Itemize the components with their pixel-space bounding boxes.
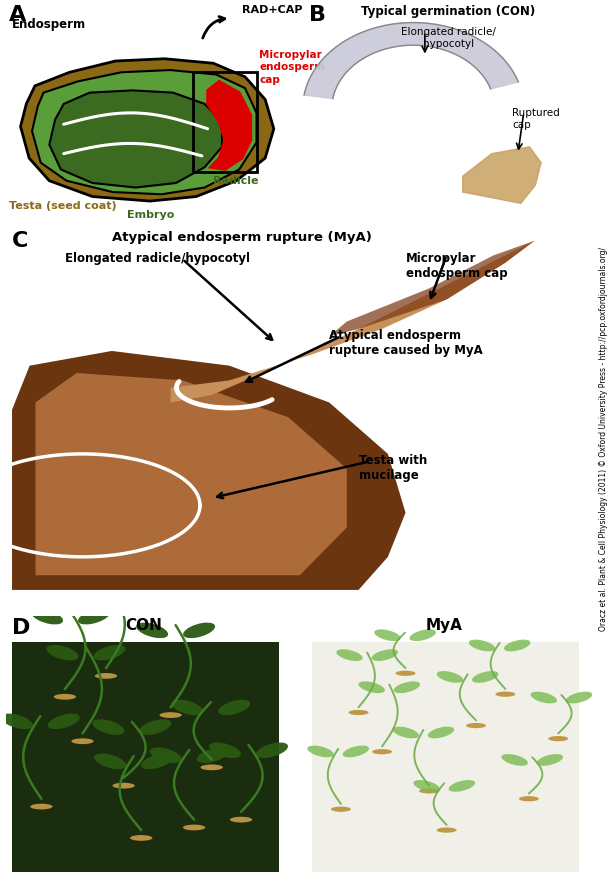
Ellipse shape <box>54 694 76 700</box>
Ellipse shape <box>256 742 288 758</box>
Text: D: D <box>12 618 30 639</box>
Ellipse shape <box>343 745 369 758</box>
Text: CON: CON <box>125 618 162 633</box>
Text: Endosperm: Endosperm <box>12 18 86 31</box>
Ellipse shape <box>78 609 110 625</box>
Ellipse shape <box>31 609 63 625</box>
Ellipse shape <box>466 723 486 728</box>
Ellipse shape <box>437 671 463 683</box>
Ellipse shape <box>47 645 79 660</box>
Polygon shape <box>32 70 256 194</box>
Ellipse shape <box>537 754 563 766</box>
Ellipse shape <box>519 797 539 801</box>
Ellipse shape <box>150 748 182 763</box>
Ellipse shape <box>419 789 439 794</box>
Ellipse shape <box>566 692 592 703</box>
Polygon shape <box>304 23 518 98</box>
Text: Elongated radicle/hypocotyl: Elongated radicle/hypocotyl <box>65 252 250 265</box>
Text: Micropylar
endosperm
cap: Micropylar endosperm cap <box>260 50 325 84</box>
Ellipse shape <box>472 671 499 683</box>
Ellipse shape <box>141 753 173 769</box>
Ellipse shape <box>413 780 440 792</box>
Ellipse shape <box>159 712 182 718</box>
Ellipse shape <box>197 748 229 763</box>
Text: Testa with
mucilage: Testa with mucilage <box>359 454 427 482</box>
Ellipse shape <box>428 727 454 738</box>
Ellipse shape <box>469 640 495 651</box>
Ellipse shape <box>130 835 153 841</box>
Ellipse shape <box>92 719 124 734</box>
Ellipse shape <box>392 727 419 738</box>
Ellipse shape <box>437 828 456 833</box>
Ellipse shape <box>172 700 204 715</box>
Ellipse shape <box>71 738 93 744</box>
Polygon shape <box>36 373 347 575</box>
Ellipse shape <box>183 825 205 830</box>
Ellipse shape <box>331 806 351 812</box>
Ellipse shape <box>94 753 126 769</box>
Ellipse shape <box>359 681 385 693</box>
Bar <box>312 641 579 872</box>
Polygon shape <box>208 82 251 169</box>
Ellipse shape <box>501 754 528 766</box>
Polygon shape <box>170 241 535 402</box>
Ellipse shape <box>209 742 241 758</box>
Text: Micropylar
endosperm cap: Micropylar endosperm cap <box>405 252 507 280</box>
Ellipse shape <box>183 623 215 638</box>
Bar <box>12 641 279 872</box>
Ellipse shape <box>113 783 135 789</box>
Ellipse shape <box>116 581 148 596</box>
Polygon shape <box>20 58 274 201</box>
Text: Elongated radicle/
hypocotyl: Elongated radicle/ hypocotyl <box>401 27 496 49</box>
Text: Testa (seed coat): Testa (seed coat) <box>9 201 117 211</box>
Text: B: B <box>309 4 325 25</box>
Ellipse shape <box>69 581 101 596</box>
Ellipse shape <box>531 692 557 703</box>
Text: Typical germination (CON): Typical germination (CON) <box>361 4 535 18</box>
Text: Ruptured
cap: Ruptured cap <box>512 108 560 130</box>
Ellipse shape <box>230 817 252 822</box>
Ellipse shape <box>410 629 436 641</box>
Text: Oracz et al. Plant & Cell Physiology (2011) © Oxford University Press - http://p: Oracz et al. Plant & Cell Physiology (20… <box>600 246 608 631</box>
Ellipse shape <box>548 736 568 742</box>
Ellipse shape <box>308 745 334 758</box>
Ellipse shape <box>395 671 416 676</box>
Ellipse shape <box>140 719 172 734</box>
Ellipse shape <box>30 804 52 810</box>
Text: Atypical endosperm rupture (MyA): Atypical endosperm rupture (MyA) <box>112 231 371 245</box>
Ellipse shape <box>371 649 398 661</box>
Ellipse shape <box>394 681 420 693</box>
Text: Radicle: Radicle <box>213 176 259 186</box>
Ellipse shape <box>136 623 168 638</box>
Ellipse shape <box>504 640 530 651</box>
Ellipse shape <box>372 749 392 754</box>
Ellipse shape <box>48 713 80 729</box>
Ellipse shape <box>496 692 515 696</box>
Text: Atypical endosperm
rupture caused by MyA: Atypical endosperm rupture caused by MyA <box>329 329 483 357</box>
Text: Embryo: Embryo <box>127 210 175 220</box>
Text: A: A <box>9 4 26 25</box>
Ellipse shape <box>218 700 250 715</box>
Text: RAD+CAP: RAD+CAP <box>242 4 303 14</box>
Polygon shape <box>329 241 535 337</box>
Text: MyA: MyA <box>425 618 462 633</box>
Ellipse shape <box>93 645 125 660</box>
Ellipse shape <box>375 629 400 641</box>
Ellipse shape <box>336 649 363 661</box>
Polygon shape <box>49 90 222 188</box>
Text: C: C <box>12 231 28 252</box>
Ellipse shape <box>1 713 33 729</box>
Polygon shape <box>12 351 405 590</box>
Ellipse shape <box>95 673 117 679</box>
Ellipse shape <box>200 765 223 770</box>
Ellipse shape <box>349 710 368 715</box>
Polygon shape <box>462 147 541 204</box>
Ellipse shape <box>448 780 475 792</box>
